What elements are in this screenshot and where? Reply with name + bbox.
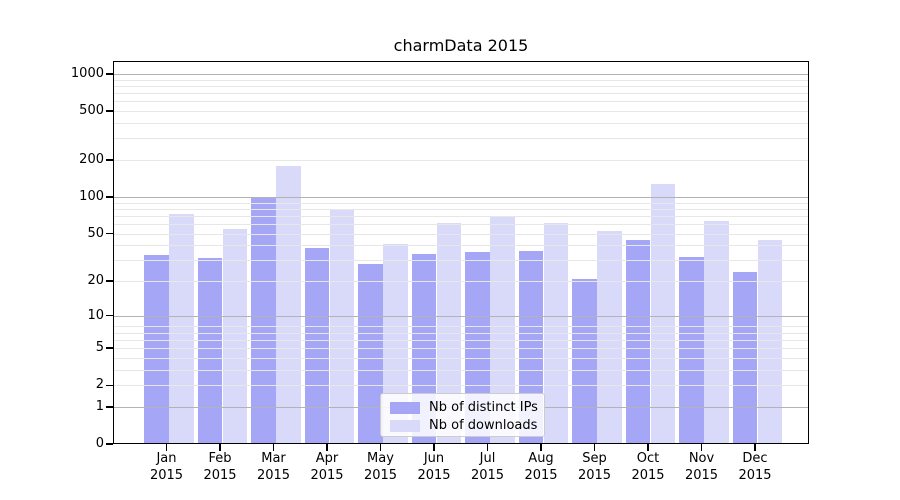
minor-gridline — [113, 160, 809, 161]
x-tick-mark — [219, 444, 221, 451]
y-tick-mark — [106, 110, 113, 112]
y-tick-mark — [106, 347, 113, 349]
y-tick-label: 0 — [95, 436, 104, 451]
minor-gridline — [113, 111, 809, 113]
x-tick-label: Apr 2015 — [310, 451, 344, 483]
x-tick-label: Jan 2015 — [149, 451, 184, 483]
y-tick-mark — [106, 73, 113, 75]
x-tick-label: Nov 2015 — [684, 451, 719, 483]
x-tick-mark — [754, 444, 756, 451]
minor-gridline — [113, 369, 809, 371]
minor-gridline — [113, 202, 809, 204]
x-tick-label: Sep 2015 — [577, 451, 612, 483]
y-tick-mark — [106, 384, 113, 386]
minor-gridline — [113, 86, 809, 87]
minor-gridline — [113, 281, 809, 282]
minor-gridline — [113, 215, 809, 217]
x-tick-mark — [433, 444, 435, 451]
minor-gridline — [113, 123, 809, 124]
y-tick-label: 200 — [79, 152, 104, 167]
x-tick-label: Aug 2015 — [524, 451, 558, 483]
legend-label-distinct-ips: Nb of distinct IPs — [429, 399, 538, 415]
minor-gridline — [113, 233, 809, 235]
bar-distinct-ips-dec — [732, 271, 758, 444]
y-tick-mark — [106, 406, 113, 408]
minor-gridline — [113, 385, 809, 387]
minor-gridline — [113, 332, 809, 334]
y-tick-label: 2 — [95, 377, 104, 393]
x-tick-mark — [272, 444, 275, 451]
x-tick-mark — [700, 444, 703, 451]
y-tick-mark — [106, 443, 113, 445]
bar-downloads-feb — [222, 229, 248, 444]
y-tick-label: 20 — [87, 273, 104, 288]
minor-gridline — [113, 348, 809, 350]
minor-gridline — [113, 326, 809, 328]
major-gridline — [113, 196, 809, 198]
major-gridline — [113, 74, 809, 75]
y-tick-label: 1000 — [70, 66, 104, 81]
bar-downloads-mar — [276, 165, 301, 444]
minor-gridline — [113, 208, 809, 210]
bar-distinct-ips-may — [358, 263, 383, 444]
bar-distinct-ips-apr — [304, 247, 330, 444]
bar-distinct-ips-oct — [625, 240, 651, 444]
y-tick-mark — [106, 232, 113, 235]
y-tick-label: 1 — [95, 398, 104, 414]
y-tick-mark — [106, 159, 113, 161]
minor-gridline — [113, 138, 809, 140]
x-tick-mark — [379, 444, 382, 451]
legend-swatch-downloads — [390, 419, 420, 432]
chart-title: charmData 2015 — [393, 36, 529, 55]
minor-gridline — [113, 79, 809, 81]
bar-downloads-dec — [757, 240, 783, 444]
x-tick-label: May 2015 — [363, 451, 398, 483]
minor-gridline — [113, 93, 809, 95]
bar-distinct-ips-mar — [251, 196, 276, 444]
y-tick-mark — [106, 196, 113, 198]
x-tick-label: Feb 2015 — [203, 451, 237, 483]
bar-downloads-jan — [169, 214, 194, 444]
y-tick-mark — [106, 280, 113, 282]
y-tick-label: 100 — [79, 188, 104, 204]
legend-item-downloads: Nb of downloads — [390, 417, 538, 434]
x-tick-mark — [593, 444, 596, 451]
minor-gridline — [113, 260, 809, 262]
x-tick-mark — [486, 444, 489, 451]
plot-area — [113, 61, 809, 444]
y-tick-label: 500 — [79, 103, 104, 119]
y-tick-label: 10 — [87, 307, 104, 323]
bar-distinct-ips-nov — [679, 256, 704, 444]
legend-label-downloads: Nb of downloads — [429, 417, 538, 433]
x-tick-mark — [165, 444, 168, 451]
legend-item-distinct-ips: Nb of distinct IPs — [390, 399, 538, 416]
minor-gridline — [113, 357, 809, 359]
legend-swatch-distinct-ips — [390, 401, 420, 414]
y-tick-label: 5 — [95, 340, 104, 356]
bar-downloads-sep — [597, 231, 622, 444]
x-tick-mark — [540, 444, 542, 451]
x-tick-mark — [326, 444, 328, 451]
x-tick-label: Jul 2015 — [470, 451, 505, 483]
minor-gridline — [113, 339, 809, 341]
y-tick-label: 50 — [87, 225, 104, 241]
minor-gridline — [113, 223, 809, 225]
bar-downloads-nov — [704, 220, 729, 444]
major-gridline — [113, 315, 809, 317]
legend: Nb of distinct IPs Nb of downloads — [380, 393, 545, 437]
x-tick-label: Jun 2015 — [417, 451, 451, 483]
bar-distinct-ips-sep — [572, 278, 597, 444]
minor-gridline — [113, 245, 809, 247]
x-tick-mark — [647, 444, 649, 451]
x-tick-label: Mar 2015 — [256, 451, 291, 483]
y-tick-mark — [106, 314, 113, 317]
minor-gridline — [113, 101, 809, 103]
bar-distinct-ips-feb — [197, 258, 223, 444]
x-tick-label: Dec 2015 — [738, 451, 772, 483]
bar-downloads-oct — [650, 184, 676, 444]
bar-distinct-ips-jan — [144, 255, 169, 444]
x-tick-label: Oct 2015 — [631, 451, 665, 483]
